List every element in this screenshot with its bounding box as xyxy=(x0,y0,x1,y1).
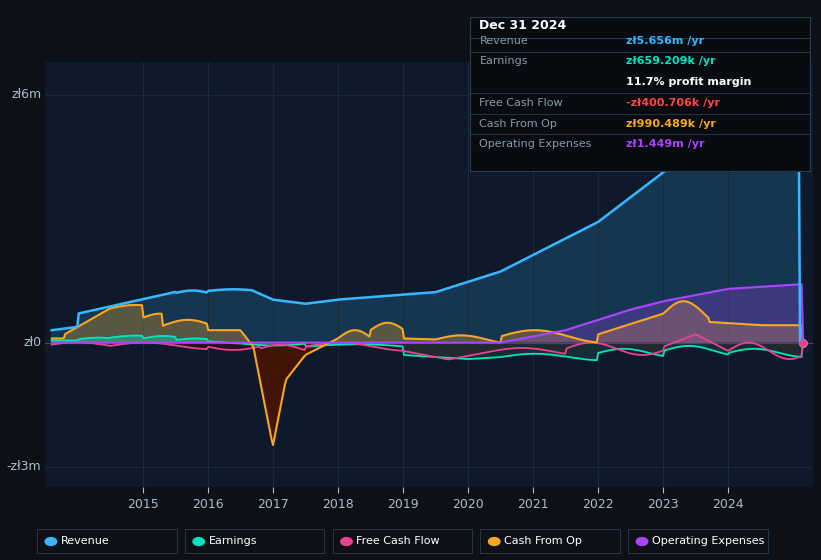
Text: Revenue: Revenue xyxy=(61,536,109,546)
Text: 11.7% profit margin: 11.7% profit margin xyxy=(626,77,751,87)
Text: Dec 31 2024: Dec 31 2024 xyxy=(479,19,566,32)
Text: Free Cash Flow: Free Cash Flow xyxy=(356,536,440,546)
Text: Cash From Op: Cash From Op xyxy=(504,536,582,546)
Text: zł1.449m /yr: zł1.449m /yr xyxy=(626,139,704,150)
Text: Operating Expenses: Operating Expenses xyxy=(479,139,592,150)
Text: -zł3m: -zł3m xyxy=(7,460,41,473)
Text: Cash From Op: Cash From Op xyxy=(479,119,557,129)
Text: zł990.489k /yr: zł990.489k /yr xyxy=(626,119,715,129)
Text: Revenue: Revenue xyxy=(479,36,528,46)
Text: Earnings: Earnings xyxy=(479,57,528,67)
Text: Earnings: Earnings xyxy=(209,536,257,546)
Text: zł0: zł0 xyxy=(23,336,41,349)
Text: zł6m: zł6m xyxy=(11,88,41,101)
Text: Free Cash Flow: Free Cash Flow xyxy=(479,98,563,108)
Text: zł5.656m /yr: zł5.656m /yr xyxy=(626,36,704,46)
Text: Operating Expenses: Operating Expenses xyxy=(652,536,764,546)
Text: -zł400.706k /yr: -zł400.706k /yr xyxy=(626,98,719,108)
Text: zł659.209k /yr: zł659.209k /yr xyxy=(626,57,715,67)
